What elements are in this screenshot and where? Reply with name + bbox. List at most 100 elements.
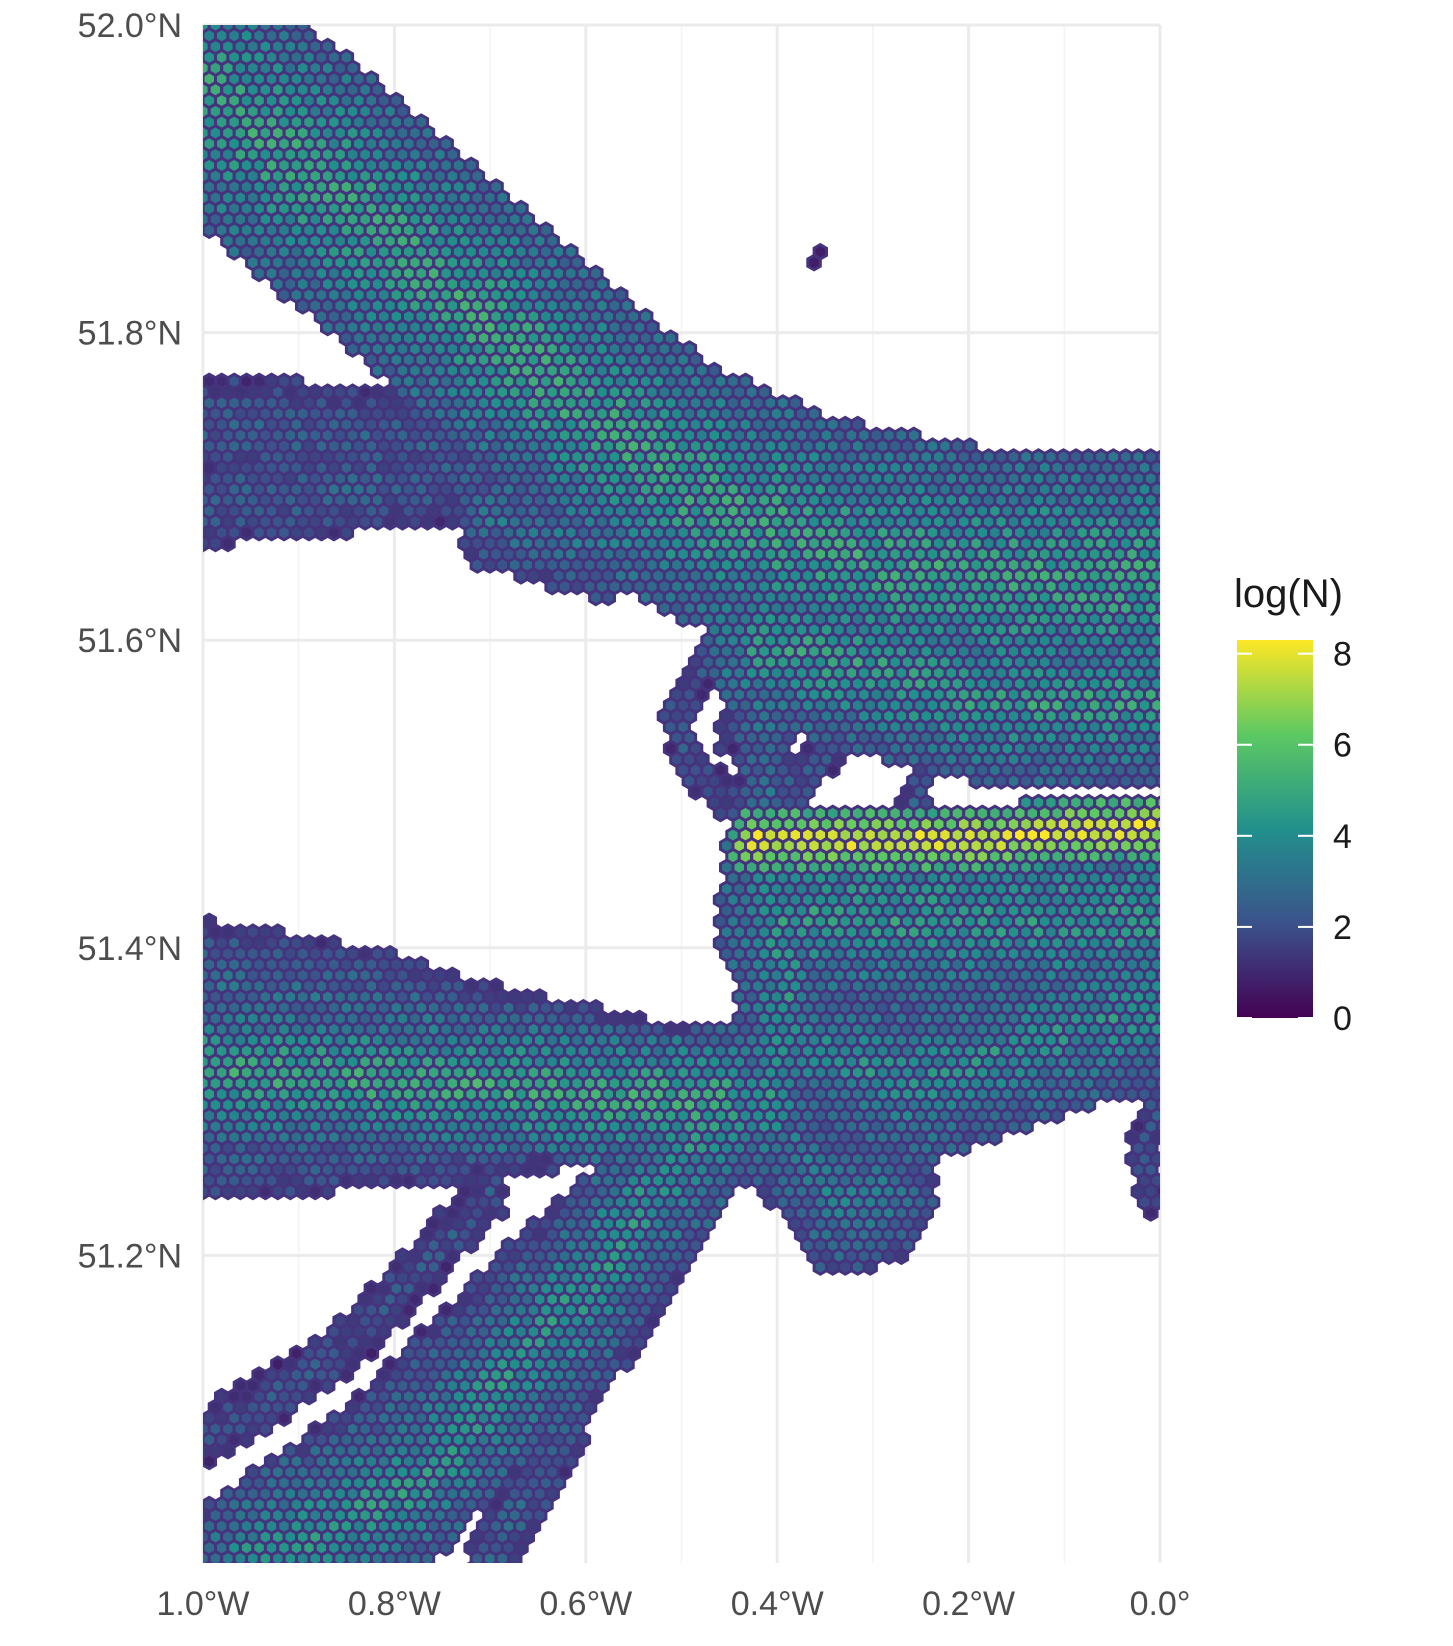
hex-bin	[338, 523, 355, 542]
hex-bin	[1099, 1085, 1115, 1104]
hex-bin	[369, 512, 386, 531]
hex-bin	[320, 318, 336, 337]
hex-bin	[544, 577, 560, 596]
hex-bin	[1049, 1106, 1065, 1125]
hex-bin	[394, 512, 411, 531]
hex-bin	[494, 1204, 510, 1222]
hex-bin	[351, 1171, 367, 1190]
hex-bin	[220, 1182, 236, 1201]
hex-bin	[956, 1139, 972, 1158]
hex-bin	[656, 599, 673, 618]
hex-bin	[1068, 772, 1084, 790]
hex-bin	[282, 1182, 298, 1201]
hex-bin	[687, 782, 704, 801]
hex-bin	[270, 1182, 286, 1201]
hex-bin	[326, 523, 342, 542]
hex-bin	[949, 761, 966, 780]
hex-bin	[850, 1258, 866, 1276]
hex-bin	[1005, 772, 1022, 790]
hex-bin	[1055, 772, 1072, 790]
hex-bin	[507, 1160, 523, 1179]
hex-bin	[737, 1171, 754, 1190]
hex-bin	[413, 1171, 429, 1190]
hex-bin	[1118, 772, 1134, 790]
hex-bin	[263, 523, 280, 542]
hex-bin	[388, 1171, 404, 1190]
hex-bin	[1143, 1204, 1159, 1222]
hex-bin	[288, 523, 305, 542]
hex-bin	[881, 1247, 897, 1266]
hex-bin	[762, 1193, 779, 1212]
hex-bin	[532, 1160, 548, 1179]
hex-bin	[1043, 772, 1059, 790]
hex-bin	[301, 523, 317, 542]
hex-bin	[407, 512, 423, 531]
hex-bin	[494, 556, 510, 574]
hex-bin	[226, 242, 242, 261]
hex-bin	[295, 1182, 311, 1201]
hex-bin	[980, 772, 997, 790]
hex-bin	[569, 577, 585, 596]
hex-bin	[575, 1150, 592, 1168]
hex-bin	[1111, 1085, 1128, 1104]
hex-bin	[320, 1182, 336, 1201]
hex-bin	[295, 296, 311, 315]
hex-bin	[1018, 772, 1034, 790]
hex-bin	[968, 772, 984, 790]
hex-bin	[363, 1171, 380, 1190]
hex-bin	[463, 1236, 479, 1255]
hex-bin	[419, 512, 436, 531]
hex-bin	[1143, 772, 1159, 790]
hex-bin	[850, 739, 866, 758]
hex-bin	[338, 1171, 355, 1190]
hex-bin	[687, 610, 704, 628]
hex-bin	[987, 1128, 1003, 1147]
hex-bin	[1030, 772, 1047, 790]
hex-bin	[232, 1182, 249, 1201]
hex-bin	[825, 1258, 841, 1276]
hex-bin	[519, 1160, 535, 1179]
hex-bin	[1080, 772, 1097, 790]
hex-bin	[993, 772, 1009, 790]
hex-bin	[257, 1182, 274, 1201]
hex-bin	[862, 739, 878, 758]
hex-bin	[401, 1171, 417, 1190]
hex-bin	[469, 556, 486, 574]
hex-bin	[203, 221, 217, 240]
hex-bin	[712, 739, 729, 758]
hex-bin	[600, 588, 616, 607]
hex-bin	[881, 750, 897, 769]
hex-bin	[837, 1258, 853, 1276]
hex-bin	[444, 512, 461, 531]
hex-bin	[220, 534, 236, 553]
hex-bin	[1155, 773, 1160, 789]
hex-bin	[313, 523, 330, 542]
hex-bin	[357, 512, 373, 531]
hex-bin	[426, 1279, 442, 1298]
hex-bin	[806, 253, 822, 272]
hex-bin	[556, 577, 573, 596]
hex-bin	[1005, 1117, 1022, 1136]
hex-bin	[1093, 772, 1109, 790]
hex-bin	[1080, 1096, 1097, 1114]
hex-bin	[893, 750, 910, 769]
hex-bin	[1124, 1085, 1140, 1104]
hex-bin	[276, 523, 292, 542]
hex-bin	[203, 1182, 211, 1201]
hex-bin	[1105, 772, 1122, 790]
hex-bin	[369, 361, 386, 380]
hex-bin	[276, 286, 292, 304]
hex-bin	[638, 588, 654, 607]
hex-bin	[207, 1182, 224, 1201]
hex-bin	[251, 264, 267, 283]
hex-bin	[513, 566, 529, 585]
hex-bin	[203, 534, 211, 553]
hex-bin	[862, 1258, 878, 1276]
hex-bin	[675, 610, 691, 628]
hex-bin	[1068, 1096, 1084, 1114]
hex-bin	[544, 1160, 560, 1179]
hex-bin	[1018, 1117, 1034, 1136]
hex-bin	[207, 534, 224, 553]
hex-bin	[344, 340, 361, 358]
